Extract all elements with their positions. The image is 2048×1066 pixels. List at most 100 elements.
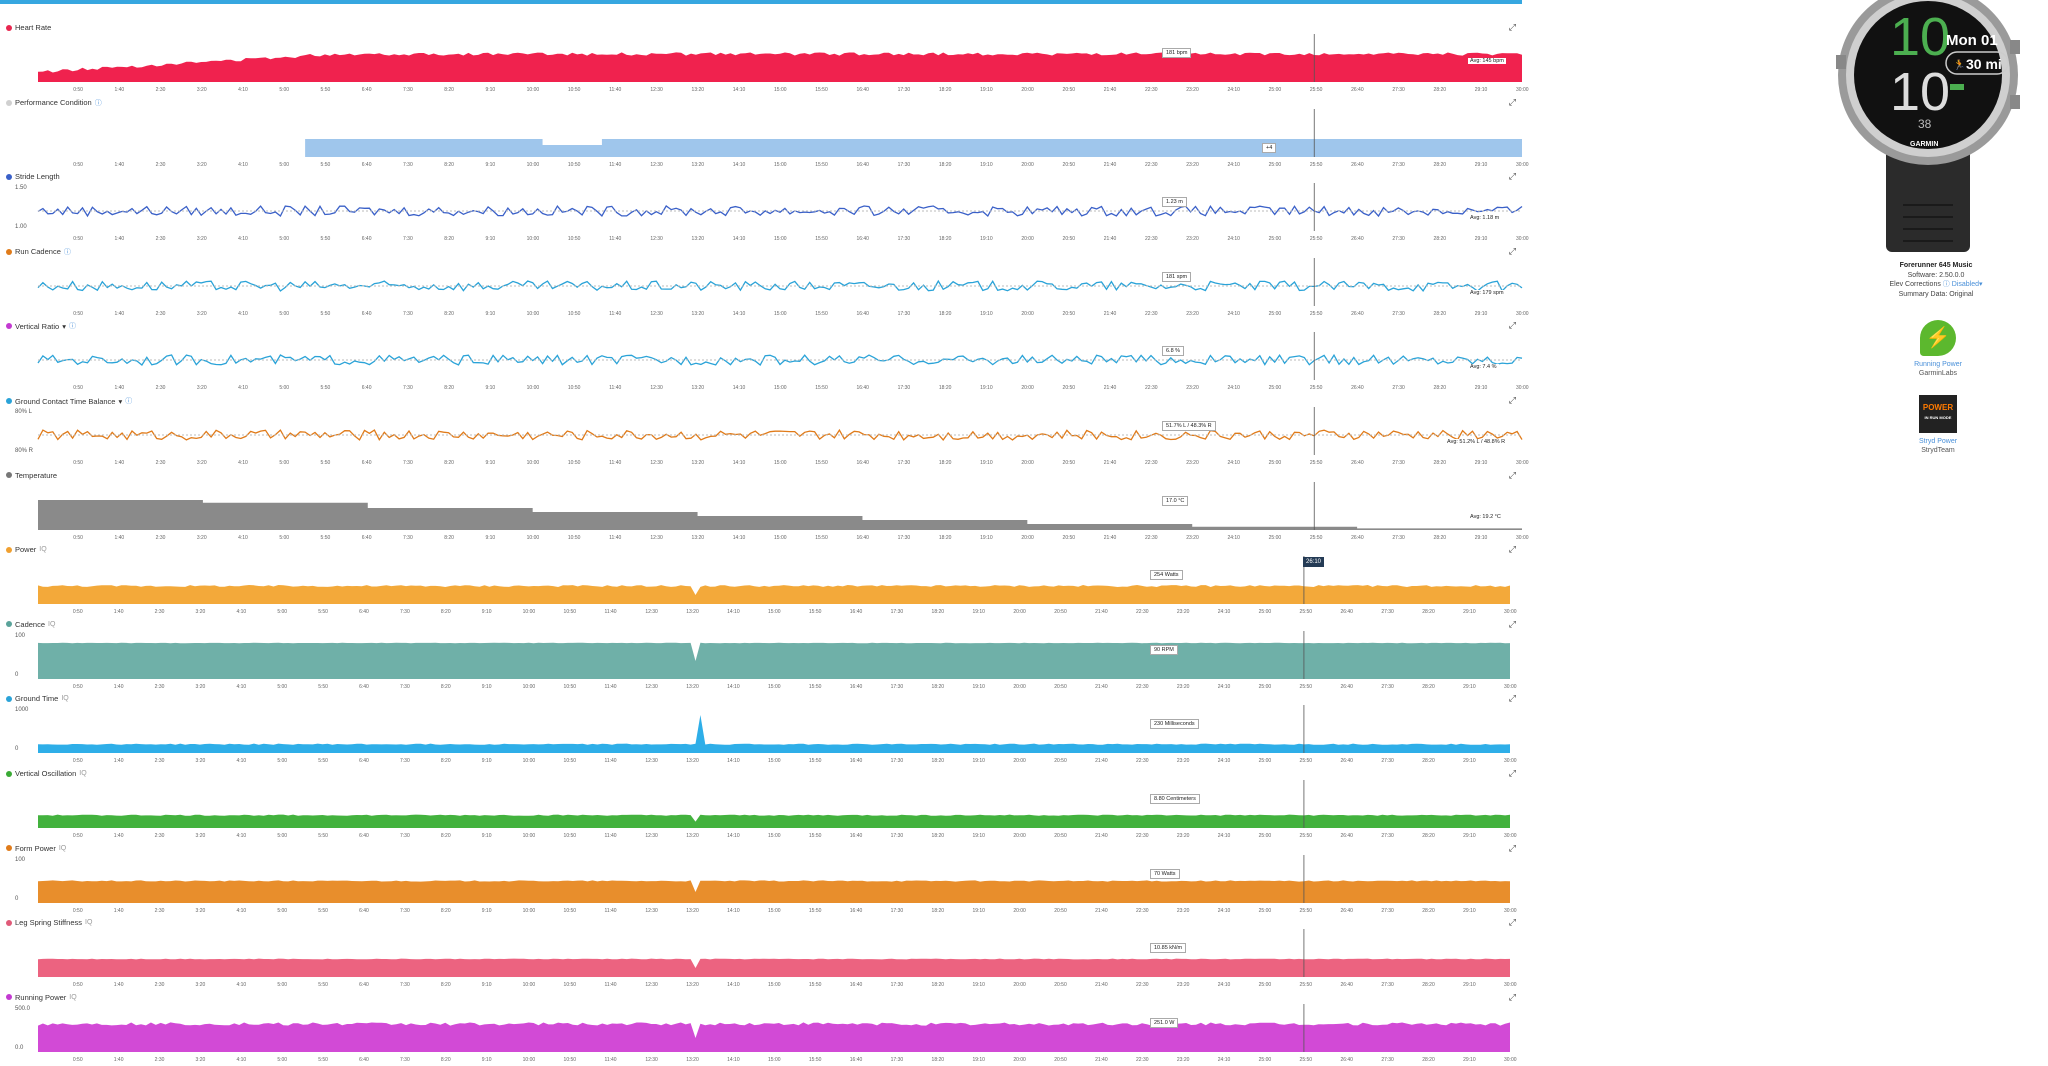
x-tick-label: 13:20 <box>692 385 705 391</box>
x-tick-label: 30:00 <box>1504 609 1517 615</box>
app-running-power[interactable]: ⚡ Running Power GarminLabs <box>1902 320 1974 378</box>
chevron-down-icon[interactable]: ▾ <box>118 396 123 406</box>
help-icon[interactable]: ⓘ <box>94 99 102 107</box>
chart-temperature[interactable]: 0:50 1:40 2:30 3:20 4:10 5:00 5:50 6:40 7:30 8:20… <box>0 480 1530 544</box>
x-tick-label: 18:20 <box>939 236 952 242</box>
panel-title[interactable]: Heart Rate <box>15 23 52 32</box>
chart-running-power[interactable]: 0:50 1:40 2:30 3:20 4:10 5:00 5:50 6:40 7:30 8:20… <box>0 1002 1530 1066</box>
panel-title[interactable]: Stride Length <box>15 172 60 182</box>
x-tick-label: 4:10 <box>236 833 246 839</box>
chart-ground-contact-time-balance[interactable]: 0:50 1:40 2:30 3:20 4:10 5:00 5:50 6:40 7:30 8:20… <box>0 405 1530 469</box>
x-tick-label: 6:40 <box>362 87 372 93</box>
app-stryd-power[interactable]: POWER IN RUN MODE Stryd Power StrydTeam <box>1902 395 1974 455</box>
x-tick-label: 25:00 <box>1259 609 1272 615</box>
panel-title[interactable]: Run Cadence <box>15 247 61 257</box>
x-tick-label: 15:00 <box>774 87 787 93</box>
x-tick-label: 20:00 <box>1013 609 1026 615</box>
expand-icon[interactable]: ⤢ <box>1508 768 1516 778</box>
panel-title[interactable]: Ground Time <box>15 694 59 704</box>
x-tick-label: 22:30 <box>1145 385 1158 391</box>
x-tick-label: 19:10 <box>980 535 993 541</box>
x-tick-label: 17:30 <box>898 311 911 317</box>
expand-icon[interactable]: ⤢ <box>1508 320 1516 331</box>
x-tick-label: 2:30 <box>155 982 165 988</box>
panel-title[interactable]: Vertical Ratio <box>15 321 60 331</box>
x-tick-label: 28:20 <box>1434 460 1447 466</box>
expand-icon[interactable]: ⤢ <box>1508 544 1516 555</box>
x-tick-label: 25:00 <box>1269 311 1282 317</box>
x-tick-label: 24:10 <box>1218 609 1231 615</box>
legend-dot-icon <box>6 845 12 852</box>
panel-title[interactable]: Form Power <box>15 843 56 853</box>
x-tick-label: 1:40 <box>114 535 124 541</box>
y-axis-max: 1000 <box>15 707 29 714</box>
panel-cadence: Cadence IQ ⤢ 0:50 1:40 2:30 3:20 4:10 5:00 5:50 6:… <box>0 617 1530 691</box>
expand-icon[interactable]: ⤢ <box>1508 245 1516 256</box>
expand-icon[interactable]: ⤢ <box>1508 22 1516 32</box>
chart-leg-spring-stiffness[interactable]: 0:50 1:40 2:30 3:20 4:10 5:00 5:50 6:40 7:30 8:20… <box>0 927 1530 991</box>
elev-corrections-dropdown[interactable]: Disabled <box>1951 281 1979 288</box>
x-tick-label: 15:50 <box>809 1057 822 1063</box>
expand-icon[interactable]: ⤢ <box>1508 618 1516 629</box>
expand-icon[interactable]: ⤢ <box>1508 842 1516 853</box>
x-tick-label: 15:00 <box>768 1057 781 1063</box>
x-tick-label: 14:10 <box>733 236 746 242</box>
x-tick-label: 2:30 <box>155 609 165 615</box>
panel-title[interactable]: Ground Contact Time Balance <box>15 396 116 406</box>
chart-ground-time[interactable]: 0:50 1:40 2:30 3:20 4:10 5:00 5:50 6:40 7:30 8:20… <box>0 703 1530 767</box>
x-tick-label: 21:40 <box>1104 460 1117 466</box>
help-icon[interactable]: ⓘ <box>1942 281 1950 288</box>
x-tick-label: 13:20 <box>686 908 699 914</box>
x-tick-label: 24:10 <box>1227 385 1240 391</box>
panel-title-row: Ground Time IQ <box>6 694 69 703</box>
x-tick-label: 29:10 <box>1463 1057 1476 1063</box>
x-tick-label: 10:50 <box>568 87 581 93</box>
expand-icon[interactable]: ⤢ <box>1508 469 1516 480</box>
chart-cadence[interactable]: 0:50 1:40 2:30 3:20 4:10 5:00 5:50 6:40 7:30 8:20… <box>0 629 1530 693</box>
panel-title[interactable]: Performance Condition <box>15 98 92 108</box>
panel-title[interactable]: Power <box>15 545 37 555</box>
x-tick-label: 23:20 <box>1186 460 1199 466</box>
x-tick-label: 25:00 <box>1259 908 1272 914</box>
x-tick-label: 28:20 <box>1422 684 1435 690</box>
legend-dot-icon <box>6 546 12 553</box>
chart-vertical-oscillation[interactable]: 0:50 1:40 2:30 3:20 4:10 5:00 5:50 6:40 7:30 8:20… <box>0 778 1530 842</box>
x-tick-label: 13:20 <box>692 460 705 466</box>
chart-run-cadence[interactable]: 0:50 1:40 2:30 3:20 4:10 5:00 5:50 6:40 7:30 8:20… <box>0 256 1530 320</box>
watch-minute: 10 <box>1890 62 1950 122</box>
chart-power[interactable]: 0:50 1:40 2:30 3:20 4:10 5:00 5:50 6:40 7:30 8:20… <box>0 554 1530 618</box>
panel-title[interactable]: Vertical Oscillation <box>15 769 77 778</box>
panel-title-row: Vertical Ratio ▾ ⓘ <box>6 321 76 331</box>
hover-tooltip: 251.0 W <box>1150 1017 1179 1028</box>
app-label[interactable]: Stryd Power <box>1918 438 1958 445</box>
expand-icon[interactable]: ⤢ <box>1508 991 1516 1002</box>
x-tick-label: 2:30 <box>156 460 166 466</box>
panel-title[interactable]: Leg Spring Stiffness <box>15 918 82 928</box>
app-label[interactable]: Running Power <box>1914 361 1962 368</box>
x-tick-label: 14:10 <box>727 908 740 914</box>
x-tick-label: 20:50 <box>1063 162 1076 168</box>
x-tick-label: 27:30 <box>1392 236 1405 242</box>
expand-icon[interactable]: ⤢ <box>1508 171 1516 182</box>
expand-icon[interactable]: ⤢ <box>1508 917 1516 928</box>
x-tick-label: 23:20 <box>1177 684 1190 690</box>
chart-performance-condition[interactable]: 0:50 1:40 2:30 3:20 4:10 5:00 5:50 6:40 7:30 8:20… <box>0 107 1530 171</box>
panel-title[interactable]: Running Power <box>15 992 67 1002</box>
expand-icon[interactable]: ⤢ <box>1508 96 1516 107</box>
legend-dot-icon <box>6 695 12 702</box>
help-icon[interactable]: ⓘ <box>125 398 133 405</box>
expand-icon[interactable]: ⤢ <box>1508 693 1516 704</box>
expand-icon[interactable]: ⤢ <box>1508 395 1516 405</box>
chart-vertical-ratio[interactable]: 0:50 1:40 2:30 3:20 4:10 5:00 5:50 6:40 7:30 8:20… <box>0 330 1530 394</box>
chart-form-power[interactable]: 0:50 1:40 2:30 3:20 4:10 5:00 5:50 6:40 7:30 8:20… <box>0 853 1530 917</box>
chart-stride-length[interactable]: 0:50 1:40 2:30 3:20 4:10 5:00 5:50 6:40 7:30 8:20… <box>0 181 1530 245</box>
panel-title[interactable]: Temperature <box>15 470 58 480</box>
x-tick-label: 28:20 <box>1422 982 1435 988</box>
help-icon[interactable]: ⓘ <box>63 248 71 256</box>
chart-heart-rate[interactable]: 0:50 1:40 2:30 3:20 4:10 5:00 5:50 6:40 7:30 8:20… <box>0 32 1530 96</box>
panel-title[interactable]: Cadence <box>15 619 46 629</box>
help-icon[interactable]: ⓘ <box>68 323 76 331</box>
chevron-down-icon[interactable]: ▾ <box>1979 281 1983 288</box>
chevron-down-icon[interactable]: ▾ <box>62 321 66 331</box>
x-tick-label: 26:40 <box>1351 460 1364 466</box>
